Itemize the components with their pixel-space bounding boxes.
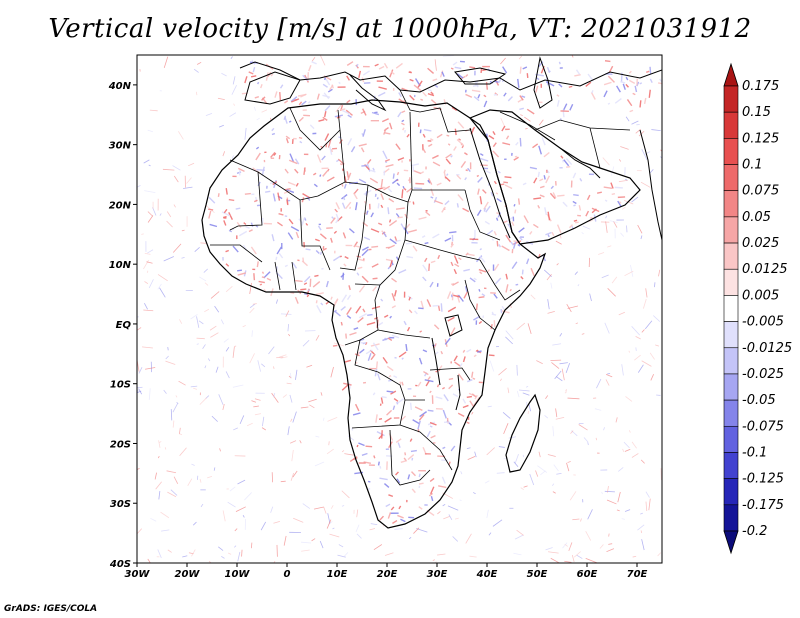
lon-tick-label: 20E <box>377 569 398 580</box>
colorbar-band <box>723 295 739 322</box>
colorbar-label: -0.005 <box>742 315 784 330</box>
colorbar-band <box>723 242 739 270</box>
colorbar-band <box>723 268 739 296</box>
longitude-ticks: 30W 20W 10W 0 10E 20E 30E 40E 50E 60E 70E <box>125 563 648 580</box>
lat-tick-label: 40S <box>109 559 131 570</box>
iberia <box>244 71 301 105</box>
colorbar-band <box>723 321 739 349</box>
lat-tick-label: 20S <box>110 439 131 450</box>
lake-tanganyika <box>431 337 441 386</box>
colorbar-band <box>723 425 739 453</box>
lat-tick-label: 10S <box>110 380 131 391</box>
latitude-ticks: 40N 30N 20N 10N EQ 10S 20S 30S 40S <box>108 81 137 570</box>
colorbar: 0.175 0.15 0.125 0.1 0.075 0.05 0.025 0.0125 0.0… <box>723 62 792 555</box>
colorbar-bottom-arrow <box>723 530 739 555</box>
lat-tick-label: 20N <box>109 200 132 211</box>
colorbar-band <box>723 111 739 139</box>
colorbar-label: 0.025 <box>742 236 779 251</box>
chart-title: Vertical velocity [m/s] at 1000hPa, VT: … <box>48 14 752 44</box>
colorbar-label: -0.075 <box>742 419 784 434</box>
lat-tick-label: 30N <box>109 141 132 152</box>
black-sea <box>454 67 507 85</box>
colorbar-band <box>723 164 739 192</box>
colorbar-band <box>723 347 739 375</box>
persian-gulf <box>559 147 601 179</box>
lat-tick-label: EQ <box>116 320 132 331</box>
lon-tick-label: 40E <box>476 569 498 580</box>
colorbar-label: 0.125 <box>742 131 779 146</box>
lon-tick-label: 10E <box>327 569 348 580</box>
madagascar <box>505 393 541 473</box>
colorbar-band <box>723 452 739 479</box>
colorbar-band <box>723 373 739 401</box>
colorbar-label: -0.025 <box>742 367 784 382</box>
colorbar-band <box>723 399 739 427</box>
colorbar-label: 0.005 <box>742 288 779 303</box>
colorbar-label: -0.175 <box>742 498 784 513</box>
plot-area <box>137 55 662 563</box>
coastlines-and-borders <box>201 56 662 529</box>
country-borders <box>210 89 631 486</box>
lat-tick-label: 30S <box>110 499 131 510</box>
colorbar-band <box>723 504 739 532</box>
lon-tick-label: 30W <box>125 569 151 580</box>
lake-malawi <box>455 374 461 411</box>
lon-tick-label: 10W <box>225 569 251 580</box>
colorbar-label: 0.15 <box>742 105 771 120</box>
lat-tick-label: 10N <box>109 260 132 271</box>
colorbar-label: 0.05 <box>742 210 771 225</box>
lon-tick-label: 20W <box>175 569 201 580</box>
lake-victoria <box>444 314 463 337</box>
lon-tick-label: 50E <box>527 569 548 580</box>
india-coast <box>639 129 662 241</box>
colorbar-label: 0.0125 <box>742 262 788 277</box>
lon-tick-label: 0 <box>284 569 291 580</box>
colorbar-label: 0.075 <box>742 184 779 199</box>
colorbar-label: -0.2 <box>742 524 767 539</box>
lon-tick-label: 60E <box>577 569 598 580</box>
colorbar-top-arrow <box>723 62 739 87</box>
red-sea <box>469 127 511 239</box>
lat-tick-label: 40N <box>108 81 132 92</box>
lon-tick-label: 70E <box>627 569 648 580</box>
colorbar-label: -0.05 <box>742 393 776 408</box>
colorbar-label: 0.1 <box>742 158 763 173</box>
colorbar-band <box>723 216 739 244</box>
colorbar-label: -0.1 <box>742 445 767 460</box>
italy <box>349 74 387 112</box>
grads-credit: GrADS: IGES/COLA <box>4 604 98 614</box>
colorbar-band <box>723 85 739 113</box>
colorbar-label: -0.125 <box>742 472 784 487</box>
colorbar-label: 0.175 <box>742 79 779 94</box>
colorbar-band <box>723 478 739 506</box>
caspian <box>533 56 553 109</box>
colorbar-band <box>723 190 739 218</box>
colorbar-band <box>723 138 739 165</box>
lon-tick-label: 30E <box>427 569 448 580</box>
plot-frame <box>136 54 663 564</box>
colorbar-label: -0.0125 <box>742 341 792 356</box>
